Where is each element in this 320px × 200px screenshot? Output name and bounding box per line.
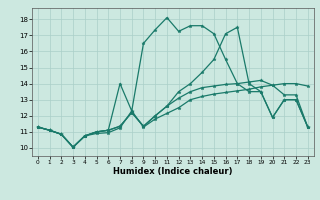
- X-axis label: Humidex (Indice chaleur): Humidex (Indice chaleur): [113, 167, 233, 176]
